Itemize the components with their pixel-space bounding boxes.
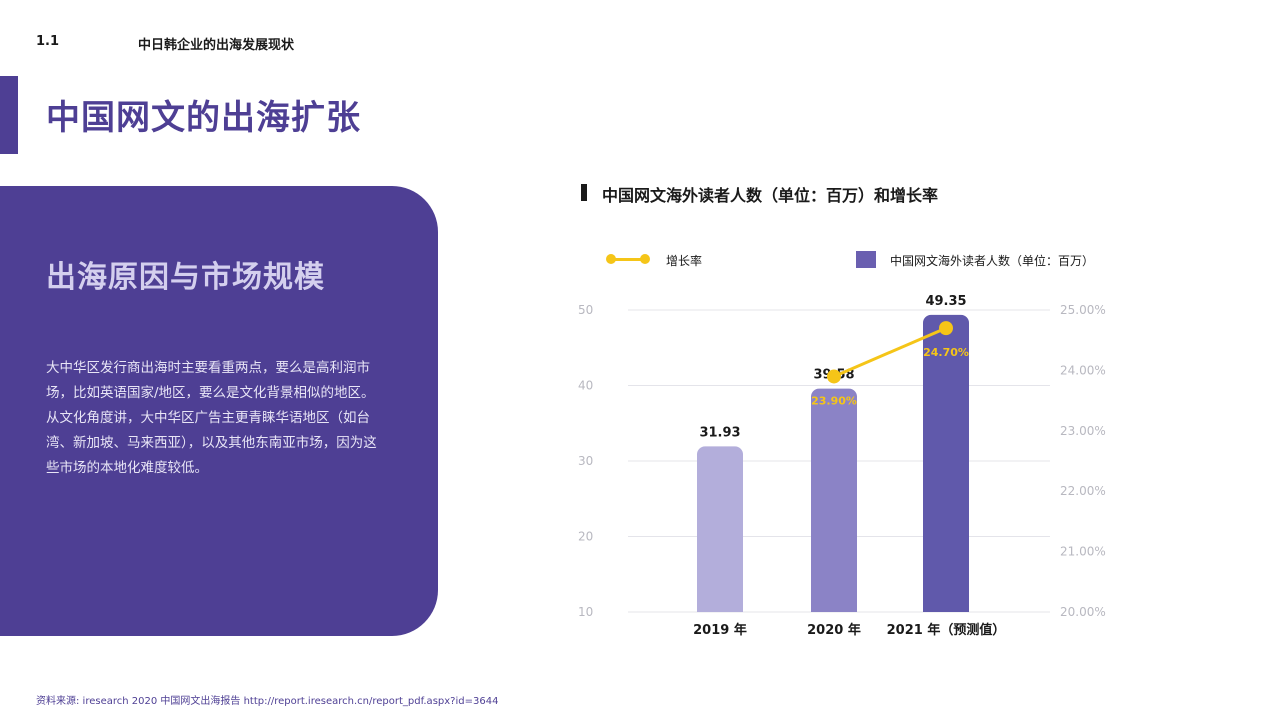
- growth-value-label: 24.70%: [923, 346, 969, 359]
- x-axis-category-label: 2020 年: [807, 622, 861, 638]
- chart-title-marker: [581, 184, 587, 201]
- legend-label-growth: 增长率: [666, 254, 703, 268]
- x-axis-category-label: 2019 年: [693, 622, 747, 638]
- y-axis-right-tick: 24.00%: [1060, 363, 1106, 377]
- y-axis-left-tick: 30: [578, 454, 593, 468]
- bar-value-label: 31.93: [699, 425, 740, 440]
- bar: [697, 446, 743, 612]
- x-axis-category-label: 2021 年（预测值）: [887, 622, 1006, 638]
- bar-base: [923, 602, 969, 612]
- y-axis-right-tick: 23.00%: [1060, 424, 1106, 438]
- y-axis-left-tick: 20: [578, 530, 593, 544]
- source-citation: 资料来源: iresearch 2020 中国网文出海报告 http://rep…: [36, 696, 499, 707]
- bar-base: [697, 602, 743, 612]
- growth-line-segment: [833, 326, 947, 378]
- legend-bar-swatch: [856, 251, 876, 268]
- legend-line-dot-right: [640, 254, 650, 264]
- legend-label-readers: 中国网文海外读者人数（单位：百万）: [890, 254, 1095, 268]
- y-axis-left-tick: 50: [578, 303, 593, 317]
- growth-value-label: 23.90%: [811, 394, 857, 407]
- panel-body-text: 大中华区发行商出海时主要看重两点，要么是高利润市场，比如英语国家/地区，要么是文…: [46, 360, 377, 476]
- legend-line-swatch: [608, 258, 648, 261]
- y-axis-right-tick: 22.00%: [1060, 484, 1106, 498]
- panel-heading: 出海原因与市场规模: [46, 260, 325, 295]
- bar: [923, 314, 969, 612]
- bar-base: [811, 602, 857, 612]
- y-axis-right-tick: 25.00%: [1060, 303, 1106, 317]
- section-number: 1.1: [36, 34, 60, 49]
- chart-plot: 10 20 30 40 50 20.00% 21.00% 22.00% 23.00% 24.00%…: [578, 294, 1106, 638]
- section-title: 中日韩企业的出海发展现状: [138, 38, 295, 53]
- bar-value-label: 49.35: [925, 294, 966, 309]
- growth-point: [827, 369, 841, 384]
- y-axis-left-tick: 10: [578, 605, 593, 619]
- growth-point: [939, 321, 953, 336]
- info-panel: [0, 186, 438, 636]
- chart-title: 中国网文海外读者人数（单位：百万）和增长率: [602, 186, 939, 205]
- y-axis-right-tick: 21.00%: [1060, 545, 1106, 559]
- page-title: 中国网文的出海扩张: [46, 98, 361, 138]
- legend-line-dot-left: [606, 254, 616, 264]
- y-axis-left-tick: 40: [578, 379, 593, 393]
- title-accent-bar: [0, 76, 18, 154]
- y-axis-right-tick: 20.00%: [1060, 605, 1106, 619]
- bar: [811, 388, 857, 612]
